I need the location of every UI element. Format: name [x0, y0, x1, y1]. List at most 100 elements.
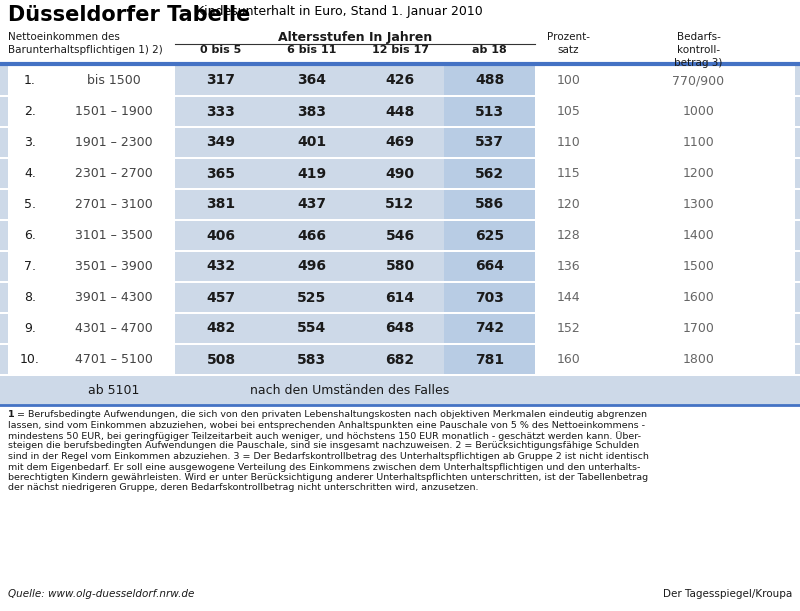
Text: Kindesunterhalt in Euro, Stand 1. Januar 2010: Kindesunterhalt in Euro, Stand 1. Januar…	[192, 5, 482, 18]
Text: Bedarfs-
kontroll-
betrag 3): Bedarfs- kontroll- betrag 3)	[674, 32, 722, 68]
Bar	[0, 190, 800, 219]
Text: 128: 128	[557, 229, 580, 242]
Text: 120: 120	[557, 198, 580, 211]
Text: Düsseldorfer Tabelle: Düsseldorfer Tabelle	[8, 5, 250, 25]
Text: 8.: 8.	[24, 291, 36, 304]
Text: 317: 317	[206, 73, 235, 87]
Bar	[8, 66, 175, 95]
Text: 466: 466	[297, 229, 326, 243]
Text: 3.: 3.	[24, 136, 36, 149]
Text: 426: 426	[386, 73, 414, 87]
Bar	[8, 221, 175, 250]
Bar	[602, 66, 795, 95]
Bar	[444, 252, 535, 281]
Bar	[535, 159, 602, 188]
Text: 781: 781	[475, 353, 504, 367]
Text: 1700: 1700	[682, 322, 714, 335]
Text: ab 18: ab 18	[472, 45, 507, 55]
Bar	[602, 221, 795, 250]
Text: 525: 525	[297, 290, 326, 304]
Text: 1501 – 1900: 1501 – 1900	[74, 105, 152, 118]
Text: Altersstufen In Jahren: Altersstufen In Jahren	[278, 31, 432, 44]
Bar	[8, 252, 175, 281]
Text: = Berufsbedingte Aufwendungen, die sich von den privaten Lebenshaltungskosten na: = Berufsbedingte Aufwendungen, die sich …	[14, 410, 646, 419]
Bar	[535, 128, 602, 157]
Bar	[0, 95, 800, 97]
Bar	[0, 283, 800, 312]
Bar	[535, 190, 602, 219]
Text: lassen, sind vom Einkommen abzuziehen, wobei bei entsprechenden Anhaltspunkten e: lassen, sind vom Einkommen abzuziehen, w…	[8, 420, 645, 430]
Text: 1300: 1300	[682, 198, 714, 211]
Text: 105: 105	[557, 105, 581, 118]
Text: 406: 406	[206, 229, 235, 243]
Bar	[8, 190, 175, 219]
Bar	[0, 128, 800, 157]
Text: 3501 – 3900: 3501 – 3900	[74, 260, 152, 273]
Text: 537: 537	[475, 136, 504, 150]
Text: 333: 333	[206, 104, 235, 119]
Text: 419: 419	[297, 167, 326, 180]
Text: 496: 496	[297, 260, 326, 274]
Text: Nettoeinkommen des
Barunterhaltspflichtigen 1) 2): Nettoeinkommen des Barunterhaltspflichti…	[8, 32, 162, 55]
Text: 136: 136	[557, 260, 580, 273]
Text: 0 bis 5: 0 bis 5	[200, 45, 242, 55]
Text: berechtigten Kindern gewährleisten. Wird er unter Berücksichtigung anderer Unter: berechtigten Kindern gewährleisten. Wird…	[8, 473, 648, 482]
Bar	[535, 252, 602, 281]
Text: 586: 586	[475, 197, 504, 211]
Text: 742: 742	[475, 321, 504, 335]
Text: 457: 457	[206, 290, 235, 304]
Text: 12 bis 17: 12 bis 17	[371, 45, 429, 55]
Text: 664: 664	[475, 260, 504, 274]
Bar	[535, 221, 602, 250]
Text: 770/900: 770/900	[673, 74, 725, 87]
Text: 144: 144	[557, 291, 580, 304]
Text: 488: 488	[475, 73, 504, 87]
Text: Quelle: www.olg-duesseldorf.nrw.de: Quelle: www.olg-duesseldorf.nrw.de	[8, 589, 194, 599]
Bar	[0, 221, 800, 250]
Text: 9.: 9.	[24, 322, 36, 335]
Text: 365: 365	[206, 167, 235, 180]
Text: 7.: 7.	[24, 260, 36, 273]
Text: mit dem Eigenbedarf. Er soll eine ausgewogene Verteilung des Einkommens zwischen: mit dem Eigenbedarf. Er soll eine ausgew…	[8, 463, 640, 472]
Bar	[0, 312, 800, 314]
Bar	[444, 97, 535, 126]
Text: 437: 437	[297, 197, 326, 211]
Bar	[444, 345, 535, 374]
Text: 1200: 1200	[682, 167, 714, 180]
Bar	[0, 252, 800, 281]
Text: der nächst niedrigeren Gruppe, deren Bedarfskontrollbetrag nicht unterschritten : der nächst niedrigeren Gruppe, deren Bed…	[8, 483, 478, 492]
Text: 1100: 1100	[682, 136, 714, 149]
Bar	[535, 345, 602, 374]
Bar	[0, 250, 800, 252]
Text: 6 bis 11: 6 bis 11	[287, 45, 336, 55]
Text: 448: 448	[386, 104, 414, 119]
Text: 349: 349	[206, 136, 235, 150]
Text: 2301 – 2700: 2301 – 2700	[74, 167, 152, 180]
Bar	[0, 97, 800, 126]
Text: 110: 110	[557, 136, 580, 149]
Text: 5.: 5.	[24, 198, 36, 211]
Text: 4701 – 5100: 4701 – 5100	[74, 353, 153, 366]
Bar	[444, 283, 535, 312]
Text: 513: 513	[475, 104, 504, 119]
Bar	[602, 97, 795, 126]
Text: 625: 625	[475, 229, 504, 243]
Text: 508: 508	[206, 353, 235, 367]
Bar	[535, 283, 602, 312]
Text: Prozent-
satz: Prozent- satz	[547, 32, 590, 55]
Bar	[444, 66, 535, 95]
Bar	[602, 283, 795, 312]
Bar	[8, 345, 175, 374]
Bar	[0, 66, 800, 95]
Bar	[535, 66, 602, 95]
Bar	[0, 157, 800, 159]
Text: 580: 580	[386, 260, 414, 274]
Text: 2701 – 3100: 2701 – 3100	[74, 198, 152, 211]
Text: 554: 554	[297, 321, 326, 335]
Text: bis 1500: bis 1500	[86, 74, 140, 87]
Text: 160: 160	[557, 353, 580, 366]
Text: 381: 381	[206, 197, 235, 211]
Text: 1500: 1500	[682, 260, 714, 273]
Bar	[8, 97, 175, 126]
Text: 383: 383	[297, 104, 326, 119]
